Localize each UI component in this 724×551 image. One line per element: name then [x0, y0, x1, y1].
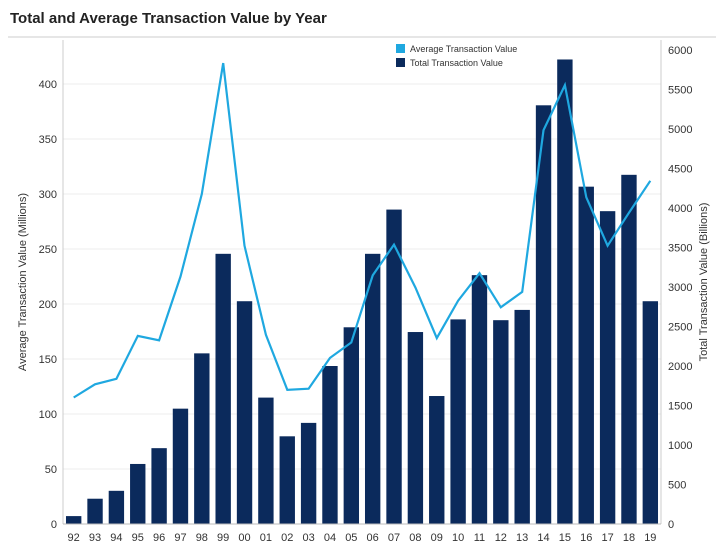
bar-06 — [364, 253, 381, 524]
axes: 92 93 94 95 96 97 98 99 00 01 02 03 04 05 06 07 08 09 10 11… — [8, 36, 716, 544]
bar-09 — [429, 396, 445, 524]
left-tick-label: 300 — [39, 189, 57, 201]
x-tick-label: 08 — [409, 532, 421, 544]
x-tick-label: 03 — [302, 532, 314, 544]
line-series — [73, 62, 652, 399]
right-tick-label: 5500 — [668, 85, 692, 97]
x-tick-label: 16 — [580, 532, 592, 544]
right-tick-label: 500 — [668, 480, 686, 492]
left-axis-title: Average Transaction Value (Millions) — [17, 193, 29, 371]
x-tick-label: 96 — [153, 532, 165, 544]
bar-93 — [87, 498, 103, 524]
bar-96 — [151, 448, 167, 524]
legend-swatch — [396, 44, 405, 53]
left-tick-label: 50 — [45, 464, 57, 476]
right-tick-label: 3500 — [668, 243, 692, 255]
right-tick-label: 1000 — [668, 440, 692, 452]
x-tick-label: 09 — [431, 532, 443, 544]
right-tick-label: 6000 — [668, 45, 692, 57]
average-value-line — [73, 62, 652, 399]
left-tick-label: 350 — [39, 134, 57, 146]
x-tick-label: 18 — [623, 532, 635, 544]
x-tick-label: 04 — [324, 532, 336, 544]
x-tick-label: 99 — [217, 532, 229, 544]
bar-98 — [194, 353, 210, 524]
x-tick-label: 07 — [388, 532, 400, 544]
legend-label: Average Transaction Value — [410, 44, 517, 54]
legend-label: Total Transaction Value — [410, 58, 503, 68]
x-tick-label: 98 — [196, 532, 208, 544]
bar-03 — [300, 422, 317, 524]
right-tick-label: 0 — [668, 519, 674, 531]
bar-14 — [535, 105, 552, 525]
bar-11 — [471, 275, 488, 524]
x-tick-label: 11 — [474, 532, 485, 544]
x-tick-label: 19 — [644, 532, 656, 544]
right-axis-title: Total Transaction Value (Billions) — [698, 203, 710, 362]
left-tick-label: 200 — [39, 299, 57, 311]
right-tick-label: 5000 — [668, 124, 692, 136]
x-tick-label: 97 — [174, 532, 186, 544]
left-tick-label: 0 — [51, 519, 57, 531]
bar-04 — [322, 366, 338, 524]
bar-99 — [215, 253, 231, 524]
x-tick-label: 95 — [132, 532, 144, 544]
legend: Average Transaction Value Total Transacti… — [396, 44, 517, 68]
chart-title: Total and Average Transaction Value by Y… — [10, 10, 327, 27]
bar-01 — [258, 397, 274, 524]
right-tick-label: 4500 — [668, 164, 692, 176]
x-tick-label: 12 — [495, 532, 507, 544]
right-tick-label: 2500 — [668, 322, 692, 334]
right-tick-label: 1500 — [668, 401, 692, 413]
left-tick-label: 250 — [39, 244, 57, 256]
bar-13 — [514, 309, 530, 524]
bar-19 — [642, 301, 659, 524]
x-tick-label: 15 — [559, 532, 571, 544]
bar-07 — [386, 209, 402, 524]
bar-97 — [172, 408, 189, 524]
x-tick-label: 13 — [516, 532, 528, 544]
bar-02 — [279, 436, 295, 524]
right-tick-label: 4000 — [668, 203, 692, 215]
bar-16 — [578, 186, 594, 525]
right-tick-label: 2000 — [668, 361, 692, 373]
left-tick-label: 150 — [39, 354, 57, 366]
bar-17 — [599, 211, 616, 524]
legend-swatch — [396, 58, 405, 67]
x-tick-label: 01 — [260, 532, 272, 544]
x-tick-label: 94 — [110, 532, 122, 544]
x-tick-label: 05 — [345, 532, 357, 544]
bar-94 — [108, 490, 125, 524]
left-tick-label: 400 — [39, 79, 57, 91]
bar-12 — [493, 320, 509, 524]
x-tick-label: 06 — [367, 532, 379, 544]
x-tick-label: 14 — [537, 532, 549, 544]
right-tick-label: 3000 — [668, 282, 692, 294]
bar-15 — [557, 59, 573, 524]
x-tick-label: 93 — [89, 532, 101, 544]
x-tick-label: 17 — [601, 532, 613, 544]
x-tick-label: 92 — [68, 532, 80, 544]
bar-95 — [130, 463, 146, 524]
bar-08 — [407, 332, 424, 524]
bar-series — [65, 59, 659, 525]
bar-00 — [236, 301, 253, 524]
bar-92 — [65, 516, 82, 524]
bar-10 — [450, 319, 466, 524]
bar-05 — [343, 327, 360, 524]
x-tick-label: 10 — [452, 532, 464, 544]
left-tick-label: 100 — [39, 409, 57, 421]
x-tick-label: 02 — [281, 532, 293, 544]
x-tick-label: 00 — [238, 532, 250, 544]
bar-18 — [621, 174, 637, 524]
